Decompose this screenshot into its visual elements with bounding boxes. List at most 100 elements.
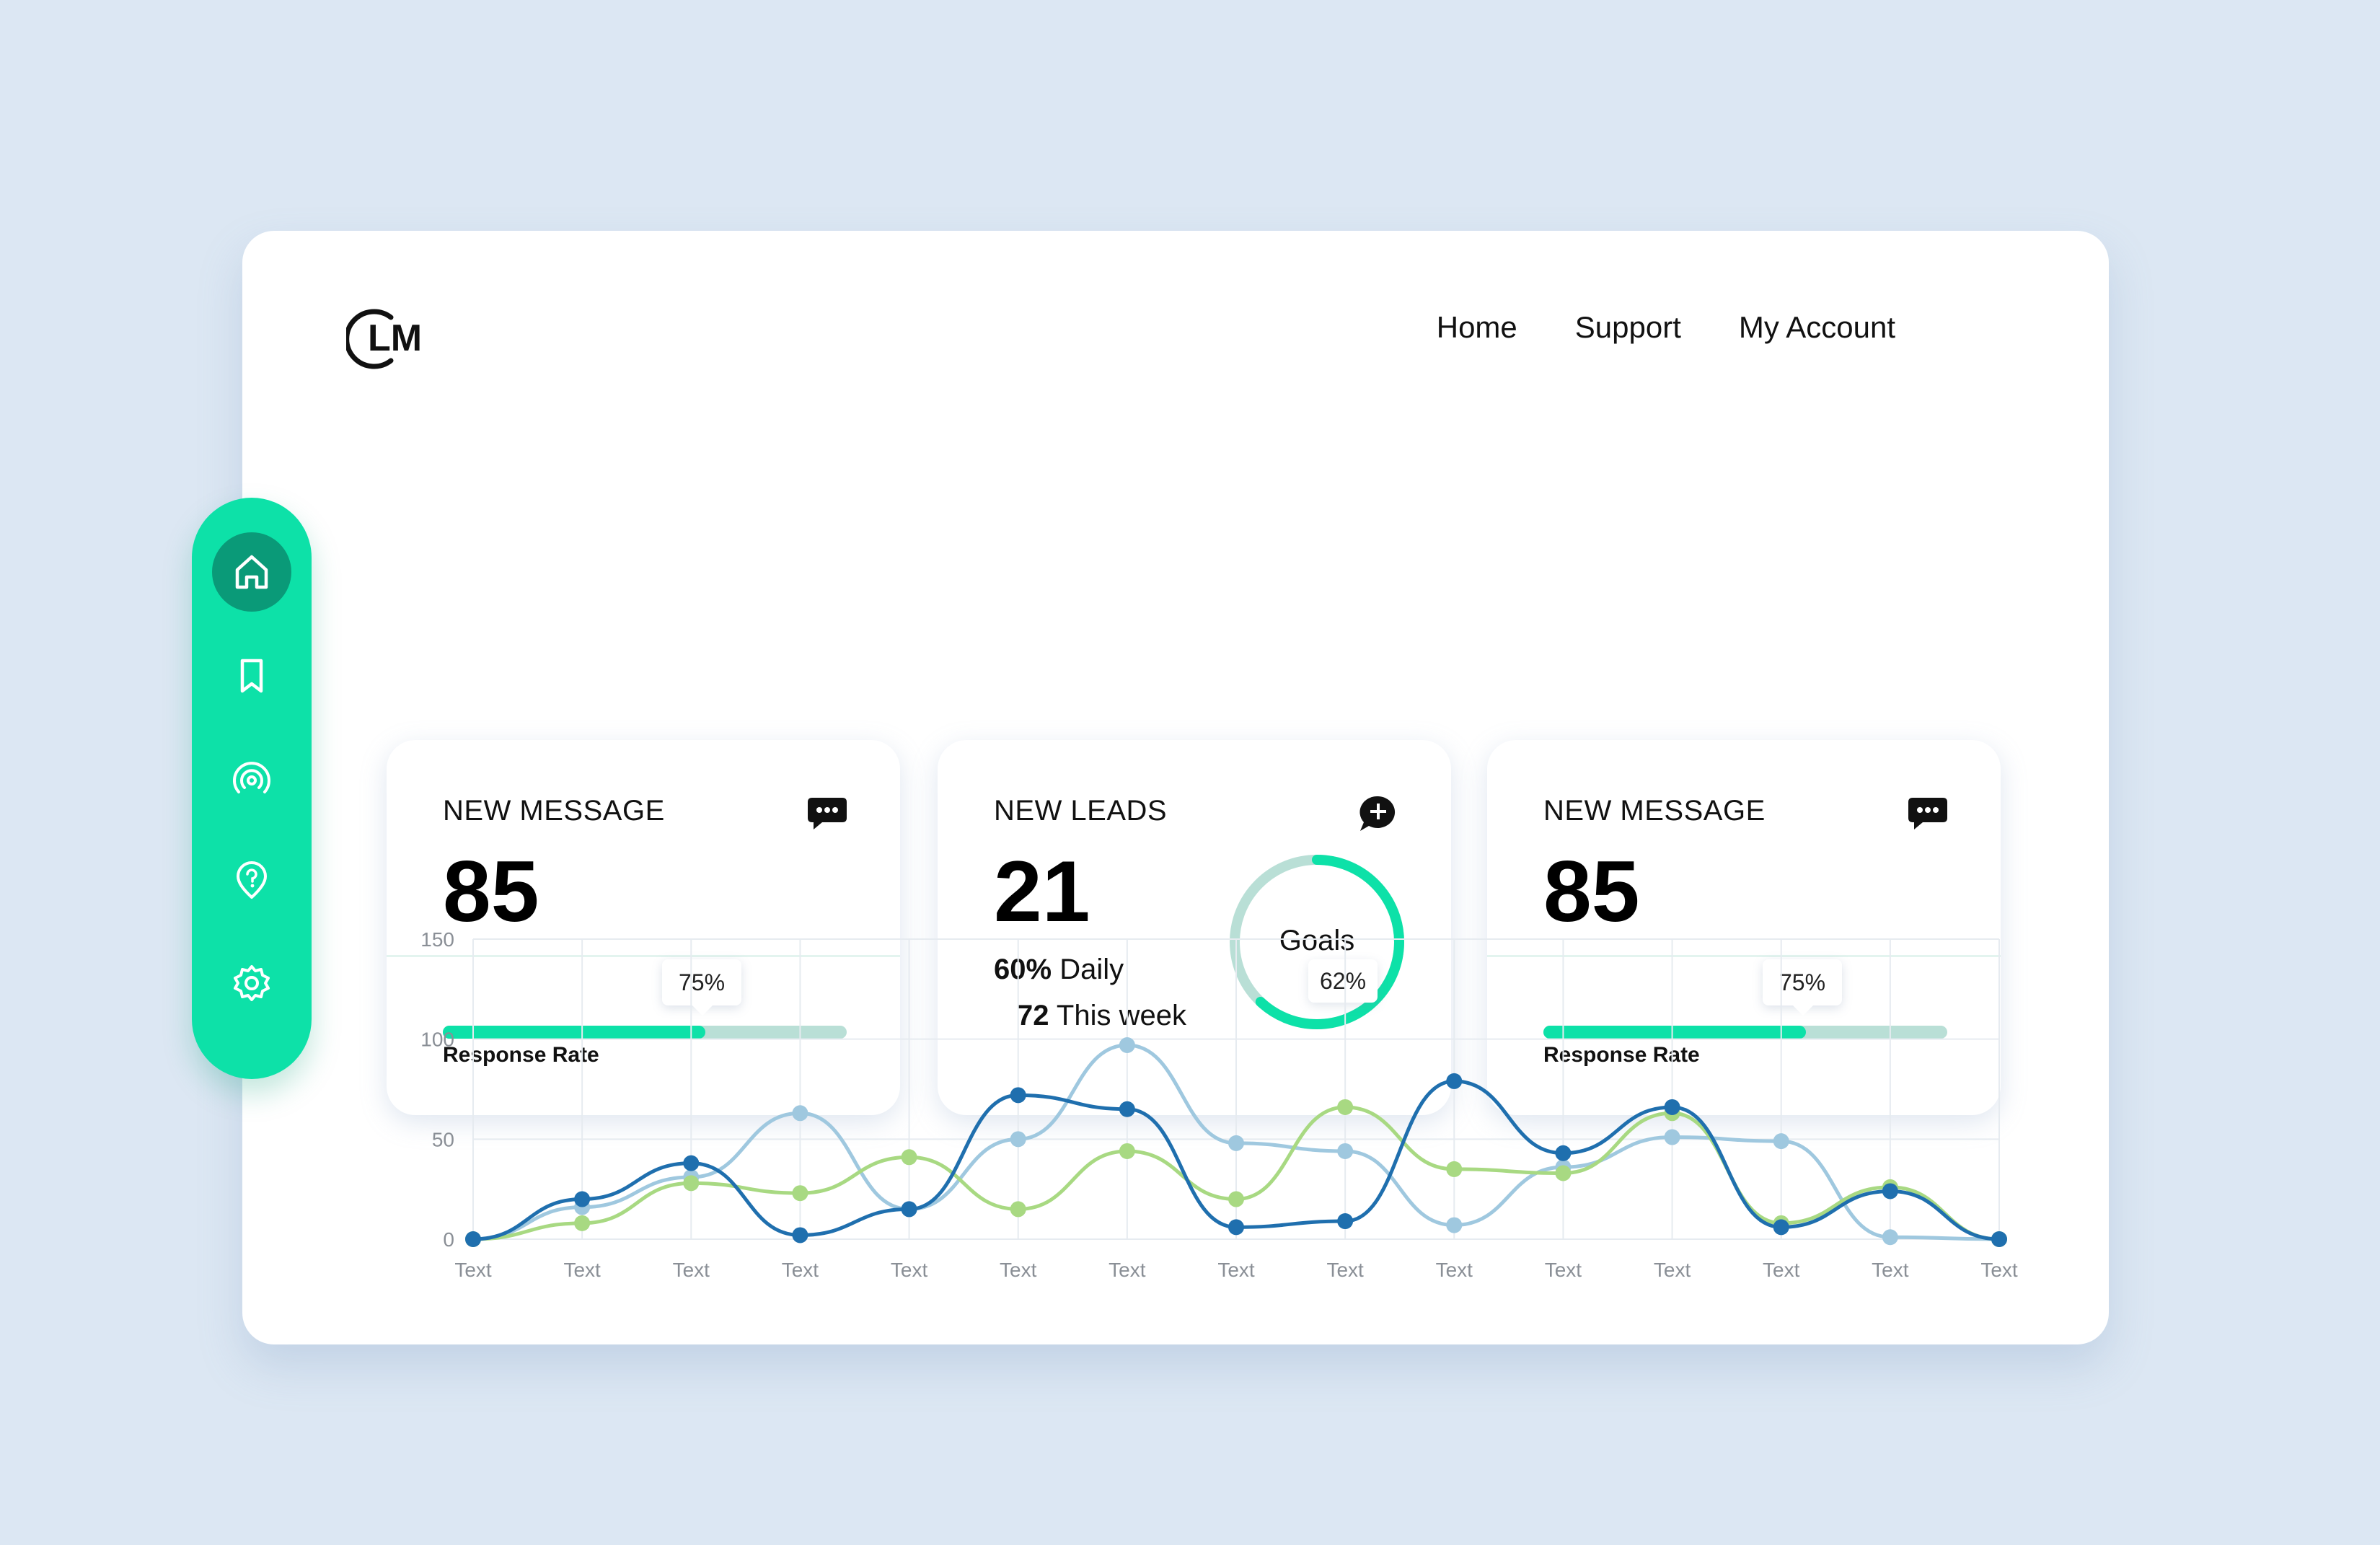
data-point: [1119, 1036, 1135, 1053]
week-stat: 72 This week: [1017, 1000, 1186, 1032]
sidebar-item-broadcast[interactable]: [212, 739, 291, 818]
daily-stat: 60% Daily: [994, 954, 1124, 986]
data-point: [1228, 1219, 1244, 1236]
new-message-card-2: NEW MESSAGE 85 75% Response Rate: [1487, 740, 2001, 1115]
data-point: [574, 1191, 591, 1207]
data-point: [1555, 1145, 1572, 1161]
x-tick-label: Text: [673, 1259, 710, 1281]
leads-count: 21: [994, 843, 1090, 940]
data-point: [1228, 1135, 1244, 1151]
week-value: 72: [1017, 1000, 1049, 1031]
daily-text: Daily: [1059, 954, 1124, 985]
data-point: [1555, 1165, 1572, 1181]
daily-value: 60%: [994, 954, 1052, 985]
sidebar-item-help[interactable]: [212, 841, 291, 920]
donut-progress-arc: [1230, 855, 1404, 1029]
response-rate-bar: [443, 1026, 847, 1039]
home-icon: [235, 555, 268, 589]
data-point: [792, 1105, 808, 1122]
nav-my-account-link[interactable]: My Account: [1738, 310, 1895, 344]
lm-logo[interactable]: LM: [344, 304, 440, 374]
x-tick-label: Text: [454, 1259, 492, 1281]
logo-text: LM: [368, 317, 422, 359]
data-point: [1010, 1131, 1026, 1148]
data-point: [792, 1185, 808, 1202]
goals-donut-chart: [1230, 855, 1404, 1029]
broadcast-icon: [233, 762, 270, 793]
y-tick-label: 0: [443, 1228, 454, 1251]
x-tick-label: Text: [1545, 1259, 1582, 1281]
sidebar-item-bookmarks[interactable]: [212, 636, 291, 716]
sidebar-item-home[interactable]: [212, 532, 291, 612]
week-text: This week: [1056, 1000, 1186, 1031]
sidebar-item-settings[interactable]: [212, 943, 291, 1023]
x-tick-label: Text: [1980, 1259, 2018, 1281]
nav-support-link[interactable]: Support: [1574, 310, 1681, 344]
x-tick-label: Text: [891, 1259, 928, 1281]
data-point: [1773, 1133, 1789, 1150]
new-message-card: NEW MESSAGE 85 75% Response Rate: [387, 740, 900, 1115]
card-title: NEW MESSAGE: [1543, 795, 1766, 827]
data-point: [1882, 1183, 1898, 1200]
data-point: [901, 1149, 917, 1166]
goals-percent: 62%: [1308, 959, 1378, 1003]
x-tick-label: Text: [563, 1259, 601, 1281]
data-point: [574, 1215, 591, 1231]
x-tick-label: Text: [1326, 1259, 1364, 1281]
data-point: [1119, 1143, 1135, 1159]
x-tick-label: Text: [1763, 1259, 1800, 1281]
card-divider: [1487, 955, 2001, 957]
chat-bubble-icon[interactable]: [1907, 795, 1949, 832]
data-point: [1773, 1219, 1789, 1236]
x-tick-label: Text: [782, 1259, 819, 1281]
sidebar-nav: [192, 498, 312, 1079]
response-rate-fill: [443, 1026, 705, 1039]
data-point: [1991, 1231, 2007, 1247]
data-point: [1446, 1073, 1463, 1089]
x-tick-label: Text: [1872, 1259, 1909, 1281]
data-point: [1664, 1129, 1680, 1145]
response-rate-label: Response Rate: [443, 1043, 599, 1067]
goals-label: Goals: [1279, 925, 1355, 956]
data-point: [683, 1175, 700, 1192]
add-chat-icon[interactable]: [1357, 795, 1399, 832]
card-title: NEW LEADS: [994, 795, 1168, 827]
y-tick-label: 50: [432, 1128, 454, 1150]
response-rate-label: Response Rate: [1543, 1043, 1700, 1067]
response-rate-bar: [1543, 1026, 1947, 1039]
settings-gear-icon: [234, 965, 270, 1001]
x-tick-label: Text: [1217, 1259, 1255, 1281]
nav-home-link[interactable]: Home: [1436, 310, 1517, 344]
data-point: [1010, 1087, 1026, 1104]
x-tick-label: Text: [1654, 1259, 1691, 1281]
data-point: [1337, 1099, 1354, 1115]
data-point: [1446, 1217, 1463, 1233]
response-rate-tooltip: 75%: [662, 959, 741, 1016]
data-point: [1228, 1191, 1244, 1207]
data-point: [465, 1231, 481, 1247]
data-point: [1882, 1229, 1898, 1246]
x-tick-label: Text: [1000, 1259, 1037, 1281]
data-point: [1664, 1099, 1680, 1115]
chat-bubble-icon[interactable]: [806, 795, 848, 832]
message-count: 85: [1543, 843, 1640, 940]
activity-line-chart: 0 50 100 150 Text Text Text Text Text Text Text Tex…: [420, 928, 2018, 1281]
y-tick-label: 100: [420, 1029, 454, 1051]
response-rate-fill: [1543, 1026, 1806, 1039]
new-leads-card: NEW LEADS 21 60% Daily 72 This week Goal…: [938, 740, 1451, 1115]
data-point: [1119, 1101, 1135, 1117]
data-point: [683, 1155, 700, 1171]
help-pin-icon: [237, 861, 267, 899]
x-tick-label: Text: [1436, 1259, 1473, 1281]
x-tick-label: Text: [1109, 1259, 1146, 1281]
data-point: [1010, 1201, 1026, 1218]
message-count: 85: [443, 843, 539, 940]
data-point: [1337, 1143, 1354, 1159]
data-point: [1337, 1213, 1354, 1230]
data-point: [1446, 1161, 1463, 1177]
card-title: NEW MESSAGE: [443, 795, 665, 827]
response-rate-tooltip: 75%: [1763, 959, 1842, 1016]
data-point: [901, 1201, 917, 1218]
y-tick-label: 150: [420, 928, 454, 951]
card-divider: [387, 955, 900, 957]
